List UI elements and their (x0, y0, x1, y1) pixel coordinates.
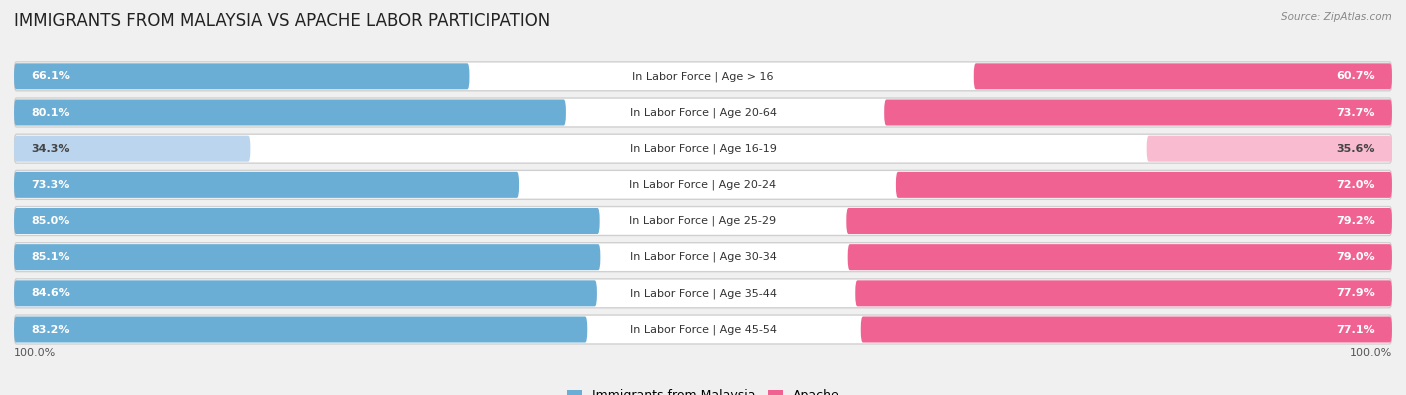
Text: In Labor Force | Age > 16: In Labor Force | Age > 16 (633, 71, 773, 82)
Text: 85.1%: 85.1% (31, 252, 70, 262)
FancyBboxPatch shape (14, 244, 600, 270)
FancyBboxPatch shape (14, 172, 519, 198)
FancyBboxPatch shape (896, 172, 1392, 198)
FancyBboxPatch shape (14, 280, 598, 307)
FancyBboxPatch shape (14, 98, 1392, 127)
Text: 100.0%: 100.0% (14, 348, 56, 357)
FancyBboxPatch shape (14, 207, 1392, 235)
Text: 72.0%: 72.0% (1336, 180, 1375, 190)
Text: 34.3%: 34.3% (31, 144, 70, 154)
Text: In Labor Force | Age 25-29: In Labor Force | Age 25-29 (630, 216, 776, 226)
FancyBboxPatch shape (14, 135, 250, 162)
Text: 66.1%: 66.1% (31, 71, 70, 81)
FancyBboxPatch shape (14, 315, 1392, 344)
Text: 77.1%: 77.1% (1336, 325, 1375, 335)
FancyBboxPatch shape (14, 279, 1392, 308)
FancyBboxPatch shape (14, 62, 1392, 91)
Text: 77.9%: 77.9% (1336, 288, 1375, 298)
Text: 80.1%: 80.1% (31, 107, 70, 117)
Text: 79.2%: 79.2% (1336, 216, 1375, 226)
Text: 60.7%: 60.7% (1336, 71, 1375, 81)
Text: IMMIGRANTS FROM MALAYSIA VS APACHE LABOR PARTICIPATION: IMMIGRANTS FROM MALAYSIA VS APACHE LABOR… (14, 12, 550, 30)
FancyBboxPatch shape (14, 170, 1392, 199)
Text: 73.3%: 73.3% (31, 180, 70, 190)
Text: In Labor Force | Age 35-44: In Labor Force | Age 35-44 (630, 288, 776, 299)
Text: In Labor Force | Age 20-64: In Labor Force | Age 20-64 (630, 107, 776, 118)
FancyBboxPatch shape (846, 208, 1392, 234)
FancyBboxPatch shape (14, 63, 470, 89)
FancyBboxPatch shape (14, 100, 565, 126)
Text: In Labor Force | Age 16-19: In Labor Force | Age 16-19 (630, 143, 776, 154)
Text: 79.0%: 79.0% (1336, 252, 1375, 262)
Text: 84.6%: 84.6% (31, 288, 70, 298)
Text: In Labor Force | Age 20-24: In Labor Force | Age 20-24 (630, 180, 776, 190)
FancyBboxPatch shape (848, 244, 1392, 270)
Text: 83.2%: 83.2% (31, 325, 70, 335)
FancyBboxPatch shape (860, 316, 1392, 342)
Text: Source: ZipAtlas.com: Source: ZipAtlas.com (1281, 12, 1392, 22)
Legend: Immigrants from Malaysia, Apache: Immigrants from Malaysia, Apache (561, 384, 845, 395)
Text: 85.0%: 85.0% (31, 216, 70, 226)
FancyBboxPatch shape (1147, 135, 1392, 162)
FancyBboxPatch shape (855, 280, 1392, 307)
Text: 35.6%: 35.6% (1336, 144, 1375, 154)
Text: In Labor Force | Age 45-54: In Labor Force | Age 45-54 (630, 324, 776, 335)
FancyBboxPatch shape (14, 316, 588, 342)
Text: In Labor Force | Age 30-34: In Labor Force | Age 30-34 (630, 252, 776, 262)
Text: 73.7%: 73.7% (1336, 107, 1375, 117)
Text: 100.0%: 100.0% (1350, 348, 1392, 357)
FancyBboxPatch shape (884, 100, 1392, 126)
FancyBboxPatch shape (974, 63, 1392, 89)
FancyBboxPatch shape (14, 243, 1392, 272)
FancyBboxPatch shape (14, 208, 599, 234)
FancyBboxPatch shape (14, 134, 1392, 163)
